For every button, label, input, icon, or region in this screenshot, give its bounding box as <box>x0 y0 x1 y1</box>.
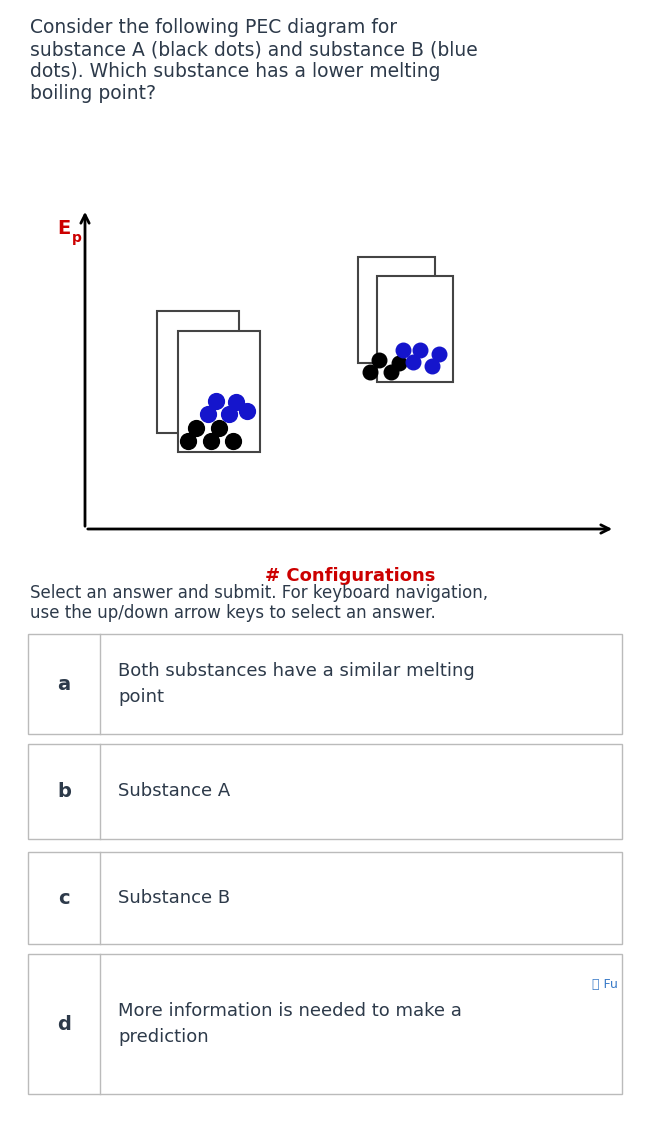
Text: Select an answer and submit. For keyboard navigation,: Select an answer and submit. For keyboar… <box>30 584 488 602</box>
Point <box>183 432 194 450</box>
Text: d: d <box>57 1015 71 1033</box>
Text: b: b <box>57 782 71 801</box>
Bar <box>28 852 622 944</box>
Text: boiling point?: boiling point? <box>30 84 156 103</box>
Text: # Configurations: # Configurations <box>265 566 436 584</box>
Text: ⬜ Fu: ⬜ Fu <box>592 978 618 990</box>
Text: c: c <box>58 888 70 907</box>
Text: Consider the following PEC diagram for: Consider the following PEC diagram for <box>30 18 397 37</box>
Point <box>231 392 241 410</box>
Point <box>213 419 224 437</box>
Text: More information is needed to make a
prediction: More information is needed to make a pre… <box>118 1003 462 1045</box>
Point <box>434 345 444 363</box>
Text: E: E <box>57 219 70 238</box>
Bar <box>28 954 622 1094</box>
Point <box>374 351 384 369</box>
Bar <box>28 744 622 839</box>
Text: p: p <box>72 232 82 245</box>
Bar <box>376 277 453 382</box>
Bar <box>358 257 435 363</box>
Point <box>408 353 418 371</box>
Bar <box>28 634 622 734</box>
Point <box>211 392 222 410</box>
Bar <box>157 311 239 433</box>
Point <box>365 363 375 381</box>
Point <box>398 342 408 360</box>
Point <box>394 354 404 372</box>
Text: a: a <box>57 674 71 694</box>
Text: use the up/down arrow keys to select an answer.: use the up/down arrow keys to select an … <box>30 604 436 622</box>
Point <box>427 356 437 374</box>
Text: substance A (black dots) and substance B (blue: substance A (black dots) and substance B… <box>30 40 478 58</box>
Text: Substance A: Substance A <box>118 782 230 800</box>
Point <box>191 419 202 437</box>
Point <box>206 432 216 450</box>
Point <box>224 406 235 424</box>
Bar <box>177 330 260 452</box>
Point <box>203 405 213 423</box>
Point <box>386 363 396 381</box>
Point <box>415 342 425 360</box>
Point <box>228 432 239 450</box>
Point <box>241 401 252 419</box>
Text: dots). Which substance has a lower melting: dots). Which substance has a lower melti… <box>30 62 441 81</box>
Text: Both substances have a similar melting
point: Both substances have a similar melting p… <box>118 662 475 706</box>
Text: Substance B: Substance B <box>118 889 230 907</box>
